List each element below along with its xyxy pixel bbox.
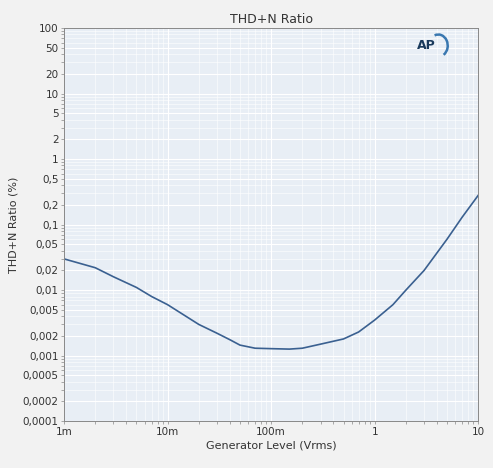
Title: THD+N Ratio: THD+N Ratio (230, 13, 313, 26)
Y-axis label: THD+N Ratio (%): THD+N Ratio (%) (8, 176, 18, 273)
Text: AP: AP (417, 39, 436, 52)
X-axis label: Generator Level (Vrms): Generator Level (Vrms) (206, 441, 336, 451)
